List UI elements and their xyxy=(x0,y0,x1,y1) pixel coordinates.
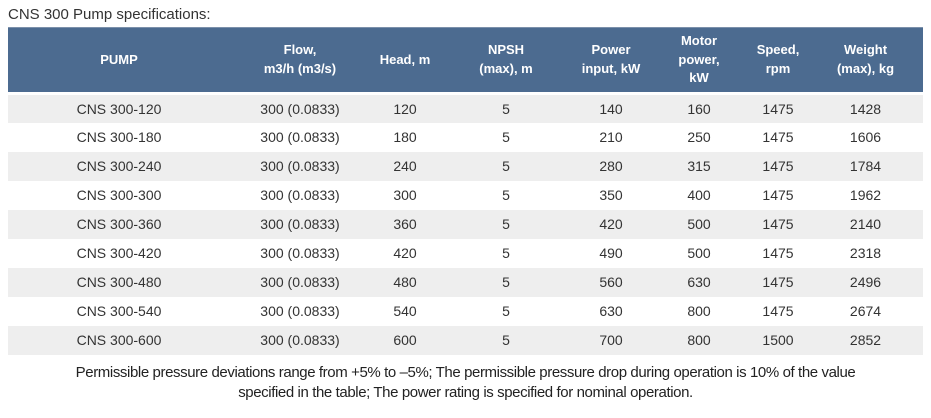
table-cell: 1500 xyxy=(748,325,808,355)
table-cell: 5 xyxy=(440,325,572,355)
table-cell: 5 xyxy=(440,209,572,239)
table-cell: 1962 xyxy=(808,180,923,210)
table-cell: 1475 xyxy=(748,180,808,210)
table-cell: 630 xyxy=(650,267,748,297)
table-cell: 300 (0.0833) xyxy=(230,325,370,355)
table-cell: 300 (0.0833) xyxy=(230,238,370,268)
column-header-npsh: NPSH (max), m xyxy=(440,27,572,94)
table-cell: 360 xyxy=(370,209,440,239)
table-cell: 300 (0.0833) xyxy=(230,267,370,297)
table-cell: 1784 xyxy=(808,151,923,181)
table-cell: 600 xyxy=(370,325,440,355)
table-cell: 2318 xyxy=(808,238,923,268)
page-title: CNS 300 Pump specifications: xyxy=(8,6,211,23)
pump-spec-table: PUMP Flow, m3/h (m3/s) Head, m NPSH (max),… xyxy=(8,27,923,355)
table-cell: 1475 xyxy=(748,151,808,181)
table-row: CNS 300-300 300 (0.0833) 300 5 350 400 1… xyxy=(8,180,923,210)
table-cell: 250 xyxy=(650,122,748,152)
table-cell: 700 xyxy=(572,325,650,355)
table-cell: 1475 xyxy=(748,238,808,268)
table-row: CNS 300-420 300 (0.0833) 420 5 490 500 1… xyxy=(8,238,923,268)
cell-pump-model: CNS 300-360 xyxy=(8,209,230,239)
table-cell: 5 xyxy=(440,92,572,123)
table-cell: 490 xyxy=(572,238,650,268)
table-cell: 1475 xyxy=(748,296,808,326)
column-header-weight: Weight (max), kg xyxy=(808,27,923,94)
table-cell: 280 xyxy=(572,151,650,181)
table-cell: 500 xyxy=(650,209,748,239)
footnote-line-2: specified in the table; The power rating… xyxy=(238,383,693,401)
table-row: CNS 300-120 300 (0.0833) 120 5 140 160 1… xyxy=(8,92,923,123)
column-header-head: Head, m xyxy=(370,27,440,94)
table-cell: 1475 xyxy=(748,92,808,123)
table-cell: 300 (0.0833) xyxy=(230,151,370,181)
table-cell: 300 (0.0833) xyxy=(230,92,370,123)
column-header-flow: Flow, m3/h (m3/s) xyxy=(230,27,370,94)
table-cell: 240 xyxy=(370,151,440,181)
table-cell: 420 xyxy=(370,238,440,268)
table-cell: 300 (0.0833) xyxy=(230,180,370,210)
table-row: CNS 300-240 300 (0.0833) 240 5 280 315 1… xyxy=(8,151,923,181)
table-cell: 1428 xyxy=(808,92,923,123)
table-cell: 1475 xyxy=(748,122,808,152)
footnote: Permissible pressure deviations range fr… xyxy=(0,363,931,403)
cell-pump-model: CNS 300-240 xyxy=(8,151,230,181)
table-cell: 350 xyxy=(572,180,650,210)
cell-pump-model: CNS 300-300 xyxy=(8,180,230,210)
footnote-line-1: Permissible pressure deviations range fr… xyxy=(75,363,856,381)
table-cell: 300 (0.0833) xyxy=(230,122,370,152)
cell-pump-model: CNS 300-600 xyxy=(8,325,230,355)
table-cell: 140 xyxy=(572,92,650,123)
column-header-motor-power: Motor power, kW xyxy=(650,27,748,94)
table-row: CNS 300-480 300 (0.0833) 480 5 560 630 1… xyxy=(8,267,923,297)
table-row: CNS 300-360 300 (0.0833) 360 5 420 500 1… xyxy=(8,209,923,239)
table-cell: 480 xyxy=(370,267,440,297)
table-cell: 5 xyxy=(440,267,572,297)
table-cell: 800 xyxy=(650,296,748,326)
table-cell: 2674 xyxy=(808,296,923,326)
table-row: CNS 300-600 300 (0.0833) 600 5 700 800 1… xyxy=(8,325,923,355)
table-cell: 5 xyxy=(440,296,572,326)
table-cell: 500 xyxy=(650,238,748,268)
column-header-power-input: Power input, kW xyxy=(572,27,650,94)
table-cell: 540 xyxy=(370,296,440,326)
table-cell: 1475 xyxy=(748,209,808,239)
cell-pump-model: CNS 300-420 xyxy=(8,238,230,268)
table-cell: 2496 xyxy=(808,267,923,297)
table-row: CNS 300-180 300 (0.0833) 180 5 210 250 1… xyxy=(8,122,923,152)
table-cell: 300 (0.0833) xyxy=(230,209,370,239)
cell-pump-model: CNS 300-180 xyxy=(8,122,230,152)
table-cell: 560 xyxy=(572,267,650,297)
table-cell: 800 xyxy=(650,325,748,355)
table-cell: 1606 xyxy=(808,122,923,152)
column-header-pump: PUMP xyxy=(8,27,230,94)
cell-pump-model: CNS 300-120 xyxy=(8,92,230,123)
table-cell: 300 (0.0833) xyxy=(230,296,370,326)
table-cell: 300 xyxy=(370,180,440,210)
cell-pump-model: CNS 300-480 xyxy=(8,267,230,297)
table-header-row: PUMP Flow, m3/h (m3/s) Head, m NPSH (max),… xyxy=(8,27,923,94)
table-cell: 5 xyxy=(440,122,572,152)
table-cell: 400 xyxy=(650,180,748,210)
table-cell: 5 xyxy=(440,238,572,268)
table-cell: 315 xyxy=(650,151,748,181)
table-cell: 210 xyxy=(572,122,650,152)
table-cell: 420 xyxy=(572,209,650,239)
table-cell: 5 xyxy=(440,151,572,181)
table-row: CNS 300-540 300 (0.0833) 540 5 630 800 1… xyxy=(8,296,923,326)
table-cell: 1475 xyxy=(748,267,808,297)
table-cell: 5 xyxy=(440,180,572,210)
table-cell: 630 xyxy=(572,296,650,326)
column-header-speed: Speed, rpm xyxy=(748,27,808,94)
table-cell: 120 xyxy=(370,92,440,123)
table-cell: 2852 xyxy=(808,325,923,355)
table-cell: 180 xyxy=(370,122,440,152)
table-cell: 2140 xyxy=(808,209,923,239)
cell-pump-model: CNS 300-540 xyxy=(8,296,230,326)
table-cell: 160 xyxy=(650,92,748,123)
